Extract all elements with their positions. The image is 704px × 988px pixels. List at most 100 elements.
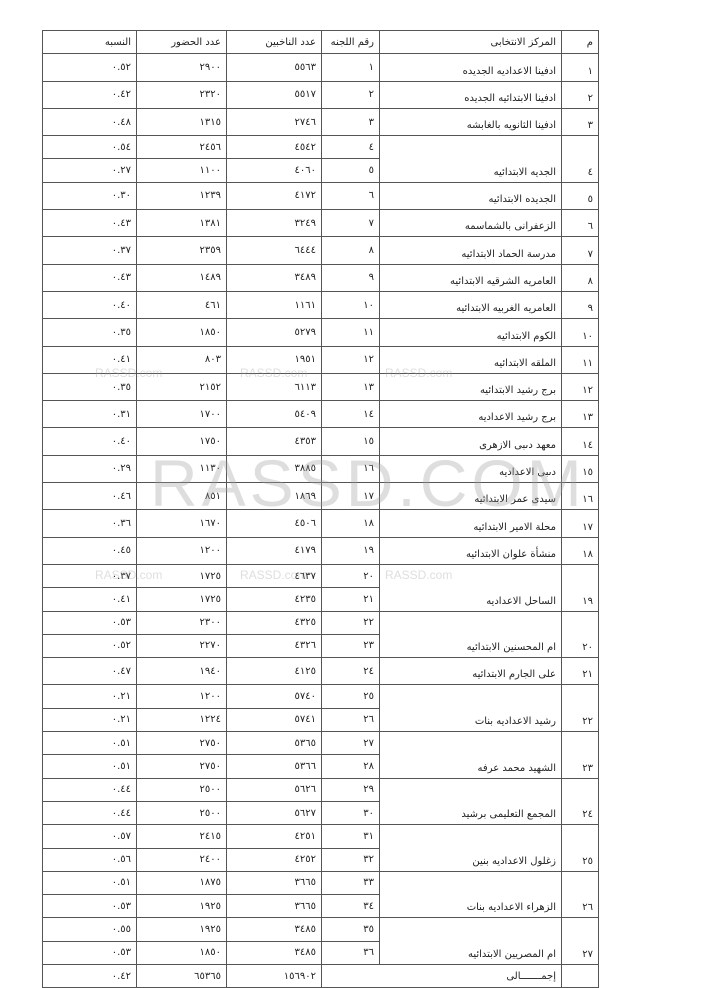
table-row: ١٩ الساحل الاعداديه ٢٠ ٤٦٣٧ ١٧٢٥ ٠.٣٧	[42, 563, 599, 612]
header-ratio: النسبه	[42, 29, 137, 55]
table-row: ٢٥ زغلول الاعداديه بنين ٣١ ٤٢٥١ ٢٤١٥ ٠.٥٧	[42, 824, 599, 872]
attendance-count: ٢٣٥٩	[136, 236, 227, 265]
voters-count: ٤٥٤٢	[226, 135, 322, 160]
center-name: الساحل الاعداديه	[379, 563, 562, 612]
center-number: ١٤	[561, 427, 599, 456]
voters-count: ٤١٢٥	[226, 657, 322, 686]
committee-number: ٣٣	[321, 870, 380, 896]
election-results-table: م المركز الانتخابى رقم اللجنه عدد الناخب…	[42, 29, 599, 988]
voters-count: ١١٦١	[226, 290, 322, 320]
attendance-count: ١٧٠٠	[136, 400, 227, 429]
voters-count: ٤٢٥٢	[226, 847, 322, 872]
voters-count: ٤٦٣٧	[226, 563, 322, 589]
committee-number: ٢٦	[321, 707, 380, 733]
committee-number: ٢٥	[321, 684, 380, 709]
committee-number: ٣٤	[321, 894, 380, 919]
committee-number: ٢٤	[321, 657, 380, 686]
center-number: ٦	[561, 209, 599, 238]
table-row: ٦ الزعفرانى بالشماسمه ٧ ٣٢٤٩ ١٣٨١ ٠.٤٣	[42, 209, 599, 238]
ratio: ٠.٥٦	[42, 847, 137, 872]
voters-count: ٤٠٦٠	[226, 158, 322, 183]
table-row: ١٧ محلة الامير الابتدائيه ١٨ ٤٥٠٦ ١٦٧٠ ٠.٣٦	[42, 509, 599, 538]
committee-number: ٢٩	[321, 777, 380, 802]
table-row: ٨ العامريه الشرقيه الابتدائيه ٩ ٣٤٨٩ ١٤٨٩ ٠.٤…	[42, 263, 599, 292]
ratio: ٠.٣١	[42, 400, 137, 429]
attendance-count: ٢٤٠٠	[136, 847, 227, 872]
center-name: رشيد الاعداديه بنات	[379, 684, 562, 733]
table-row: ١٨ منشأة علوان الابتدائيه ١٩ ٤١٧٩ ١٢٠٠ ٠.٤٥	[42, 536, 599, 565]
ratio: ٠.٤٤	[42, 777, 137, 802]
voters-count: ٥٦٢٦	[226, 777, 322, 802]
committee-number: ١٩	[321, 536, 380, 565]
committee-number: ٢٨	[321, 754, 380, 779]
ratio: ٠.٤٨	[42, 107, 137, 137]
committee-number: ١٧	[321, 482, 380, 511]
table-row: ٣٢ ٤٢٥٢ ٢٤٠٠ ٠.٥٦	[42, 847, 599, 872]
center-name: ام المحسنين الابتدائيه	[379, 610, 562, 659]
voters-count: ٢٧٤٦	[226, 107, 322, 137]
attendance-count: ٨٥١	[136, 482, 227, 511]
ratio: ٠.٤٧	[42, 657, 137, 686]
voters-count: ٤٣٢٥	[226, 610, 322, 635]
table-row: ١٢ برج رشيد الابتدائيه ١٣ ٦١١٣ ٢١٥٢ ٠.٣٥	[42, 372, 599, 402]
header-voters: عدد الناخبين	[226, 29, 322, 55]
ratio: ٠.٥٣	[42, 610, 137, 635]
attendance-count: ١٣٨١	[136, 209, 227, 238]
center-name: برج رشيد الابتدائيه	[379, 372, 562, 402]
ratio: ٠.٢١	[42, 684, 137, 709]
ratio: ٠.٢١	[42, 707, 137, 733]
attendance-count: ٢٥٠٠	[136, 777, 227, 802]
ratio: ٠.٢٧	[42, 158, 137, 183]
voters-count: ٣٦٦٥	[226, 870, 322, 896]
ratio: ٠.٥٣	[42, 940, 137, 965]
center-name: ام المصريين الابتدائيه	[379, 917, 562, 965]
center-name: برج رشيد الاعداديه	[379, 400, 562, 429]
attendance-count: ١٨٥٠	[136, 940, 227, 965]
committee-number: ١١	[321, 318, 380, 347]
table-row: ٢٧ ام المصريين الابتدائيه ٣٥ ٣٤٨٥ ١٩٢٥ ٠.٥٥	[42, 917, 599, 965]
voters-count: ٥٣٦٦	[226, 754, 322, 779]
center-name: زغلول الاعداديه بنين	[379, 824, 562, 872]
ratio: ٠.٤٦	[42, 482, 137, 511]
committee-number: ٨	[321, 236, 380, 265]
voters-count: ٥٧٤٠	[226, 684, 322, 709]
committee-number: ١٣	[321, 372, 380, 402]
committee-number: ٤	[321, 135, 380, 160]
attendance-count: ٤٦١	[136, 290, 227, 320]
committee-number: ٢	[321, 80, 380, 109]
table-row: ٥ ٤٠٦٠ ١١٠٠ ٠.٢٧	[42, 158, 599, 183]
center-name: ادفينا الابتدائيه الجديده	[379, 80, 562, 109]
center-name: الملقه الابتدائيه	[379, 345, 562, 374]
voters-count: ٤١٧٩	[226, 536, 322, 565]
attendance-count: ١٨٥٠	[136, 318, 227, 347]
center-name: الشهيد محمد عرفه	[379, 731, 562, 779]
ratio: ٠.٥١	[42, 754, 137, 779]
ratio: ٠.٤٠	[42, 427, 137, 456]
ratio: ٠.٣٥	[42, 318, 137, 347]
voters-count: ٥٥٦٣	[226, 53, 322, 82]
attendance-count: ٢١٥٢	[136, 372, 227, 402]
voters-count: ٥٥١٧	[226, 80, 322, 109]
committee-number: ١٠	[321, 290, 380, 320]
ratio: ٠.٥٢	[42, 53, 137, 82]
table-row: ٢٨ ٥٣٦٦ ٢٧٥٠ ٠.٥١	[42, 754, 599, 779]
table-row: ٢٤ المجمع التعليمى برشيد ٢٩ ٥٦٢٦ ٢٥٠٠ ٠.٤٤	[42, 777, 599, 826]
center-number: ٢٣	[561, 731, 599, 779]
ratio: ٠.٤١	[42, 587, 137, 612]
center-name: منشأة علوان الابتدائيه	[379, 536, 562, 565]
ratio: ٠.٥١	[42, 731, 137, 756]
ratio: ٠.٤٢	[42, 80, 137, 109]
committee-number: ٣	[321, 107, 380, 137]
voters-count: ٤١٧٢	[226, 181, 322, 211]
header-attendance: عدد الحضور	[136, 29, 227, 55]
voters-count: ١٩٥١	[226, 345, 322, 374]
attendance-count: ٢٤٥٦	[136, 135, 227, 160]
table-row: ٢٠ ام المحسنين الابتدائيه ٢٢ ٤٣٢٥ ٢٣٠٠ ٠.٥٣	[42, 610, 599, 659]
center-number: ٢٥	[561, 824, 599, 872]
center-name: الجديه الابتدائيه	[379, 135, 562, 183]
center-number: ١	[561, 53, 599, 82]
header-row: م المركز الانتخابى رقم اللجنه عدد الناخب…	[42, 29, 599, 55]
ratio: ٠.٥٢	[42, 633, 137, 659]
table-row: ١٦ سيدى عمر الابتدائيه ١٧ ١٨٦٩ ٨٥١ ٠.٤٦	[42, 482, 599, 511]
table-row: ٩ العامريه الغربيه الابتدائيه ١٠ ١١٦١ ٤٦١ ٠.٤…	[42, 290, 599, 320]
